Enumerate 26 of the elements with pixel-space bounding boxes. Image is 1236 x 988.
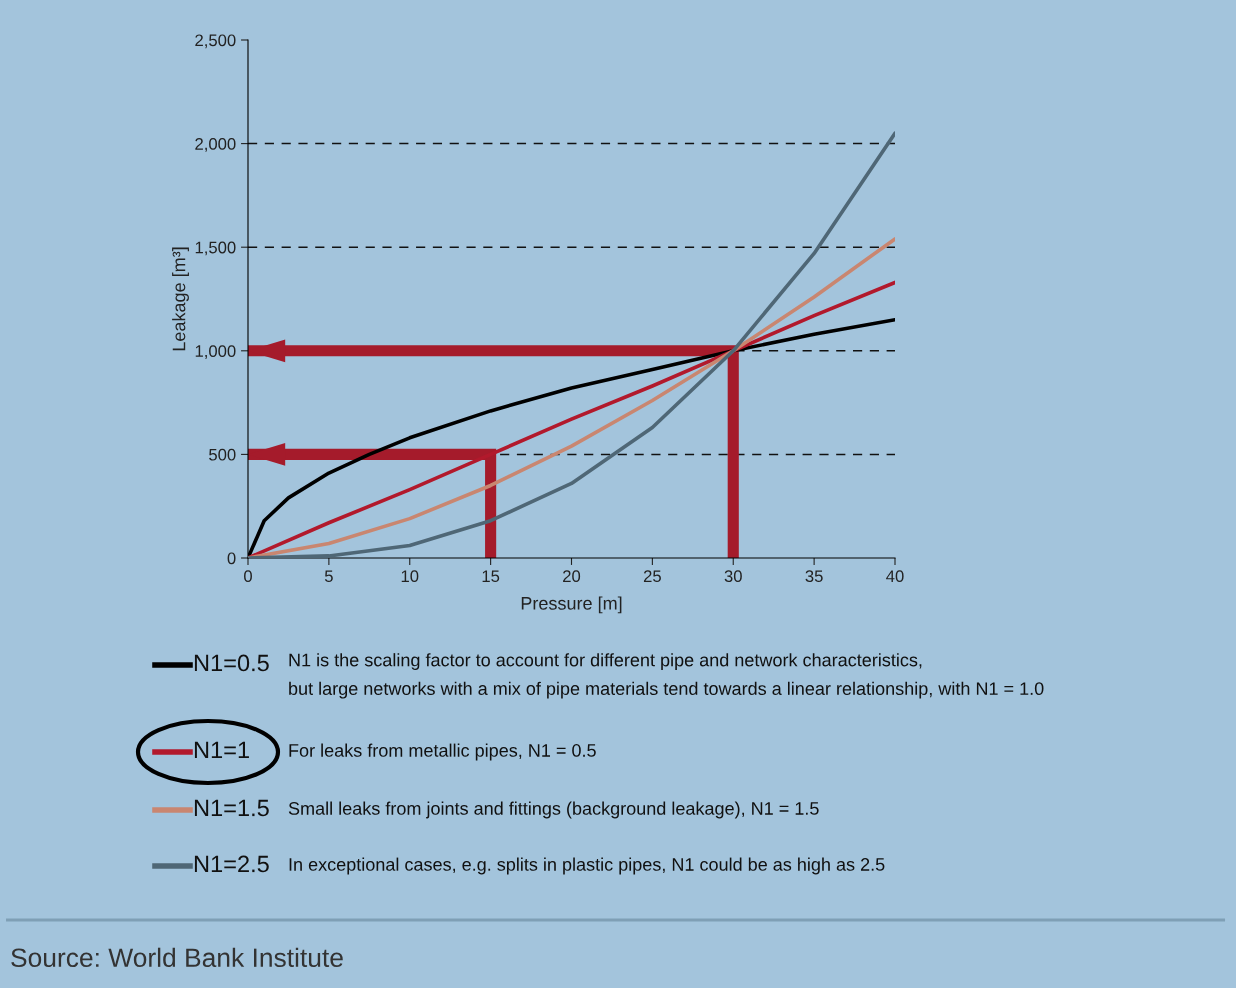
y-tick-label: 2,500: [195, 34, 236, 49]
y-tick-label: 500: [209, 448, 236, 461]
legend-label: N1=0.5: [194, 654, 269, 672]
text: In exceptional cases, e.g. splits in plastic pipes, N1 could be as high as 2.5: [289, 857, 885, 875]
y-axis-title: Leakage [m³]: [172, 247, 189, 351]
x-tick-label: 20: [563, 570, 581, 583]
legend-label: N1=1.5: [194, 799, 269, 817]
source-note: Source: World Bank Institute: [11, 947, 343, 968]
y-tick-label: 0: [227, 552, 236, 565]
legend-label: N1=1: [194, 741, 249, 759]
x-axis-title: Pressure [m]: [521, 596, 622, 614]
y-tick-label: 1,500: [195, 241, 236, 256]
x-tick-label: 40: [886, 570, 904, 583]
x-tick-label: 30: [724, 570, 742, 583]
text: For leaks from metallic pipes, N1 = 0.5: [289, 743, 596, 761]
text: N1 is the scaling factor to account for different pipe and network characteristics, but large networks with a mix of pipe materials tend towards a linear relationship, with N1 = 1.0: [289, 653, 1044, 699]
x-tick-label: 35: [805, 570, 823, 583]
x-tick-label: 0: [244, 570, 252, 583]
x-tick-label: 15: [482, 570, 500, 583]
legend-label: N1=2.5: [194, 855, 269, 873]
x-tick-label: 25: [643, 570, 661, 583]
y-tick-label: 2,000: [195, 138, 236, 152]
y-tick-label: 1,000: [195, 345, 236, 359]
text: Small leaks from joints and fittings (background leakage), N1 = 1.5: [288, 801, 819, 819]
x-tick-label: 5: [324, 570, 333, 583]
x-tick-label: 10: [401, 570, 419, 583]
